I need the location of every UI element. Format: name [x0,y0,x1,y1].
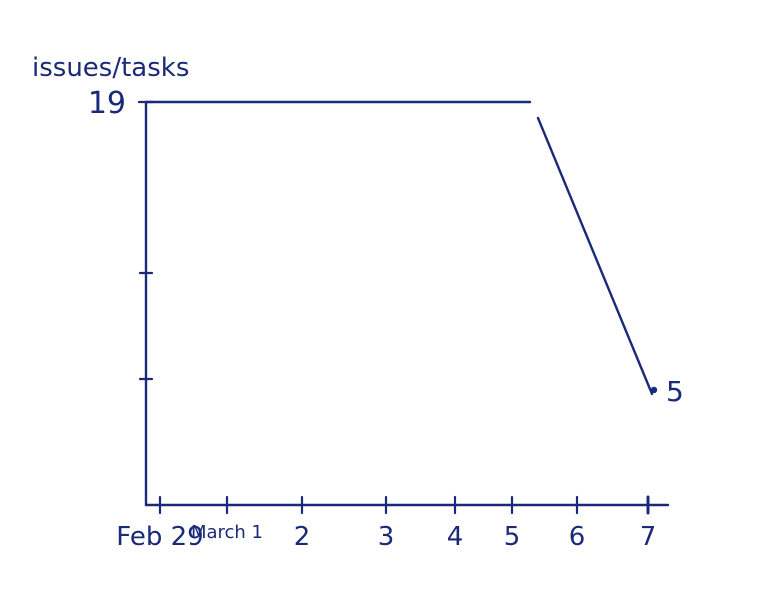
x-tick-label: 6 [569,522,586,552]
data-point-label: 5 [666,375,684,408]
data-point-end [650,386,658,394]
x-tick-label: 5 [504,522,521,552]
y-axis-label: issues/tasks [32,53,189,83]
x-tick-label: 3 [378,522,395,552]
x-tick-label: Feb 29 [116,522,203,552]
series-line-descending [536,116,654,396]
series-layer: 5 [144,100,684,408]
x-tick-label: March 1 [191,522,263,543]
x-tick-label: 2 [294,522,311,552]
y-tick-label: 19 [88,86,126,121]
x-tick-label: 7 [640,522,657,552]
x-tick-label: 4 [447,522,464,552]
